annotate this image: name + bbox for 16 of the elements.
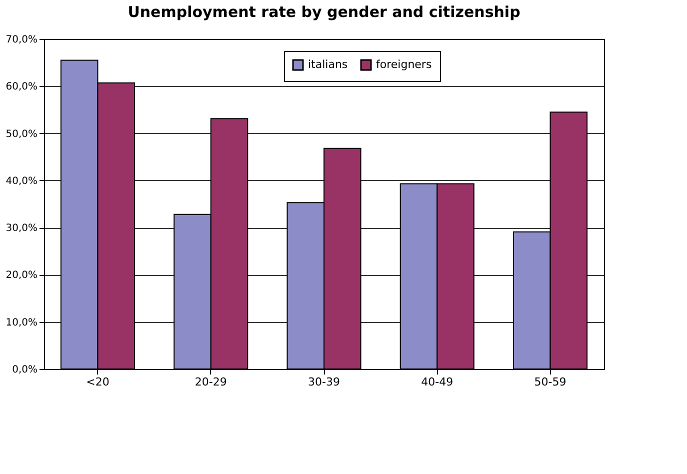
- x-tick-label: 20-29: [194, 376, 227, 388]
- x-tick-label: <20: [86, 376, 110, 388]
- y-tick-label: 40,0%: [6, 176, 38, 187]
- y-tick-label: 20,0%: [6, 270, 38, 282]
- x-tick-label: 40-49: [421, 376, 454, 388]
- x-tick-label: 50-59: [534, 376, 566, 388]
- y-tick-label: 0,0%: [12, 364, 38, 376]
- y-tick-label: 30,0%: [6, 223, 38, 234]
- chart-title: Unemployment rate by gender and citizenship: [128, 3, 521, 21]
- y-tick-label: 50,0%: [6, 128, 38, 140]
- x-tick-label: 30-39: [308, 376, 340, 388]
- y-tick-label: 60,0%: [6, 82, 38, 93]
- y-tick-label: 70,0%: [6, 34, 38, 46]
- legend-label: italians: [308, 58, 348, 71]
- legend-label: foreigners: [376, 58, 432, 71]
- y-tick-label: 10,0%: [6, 317, 38, 328]
